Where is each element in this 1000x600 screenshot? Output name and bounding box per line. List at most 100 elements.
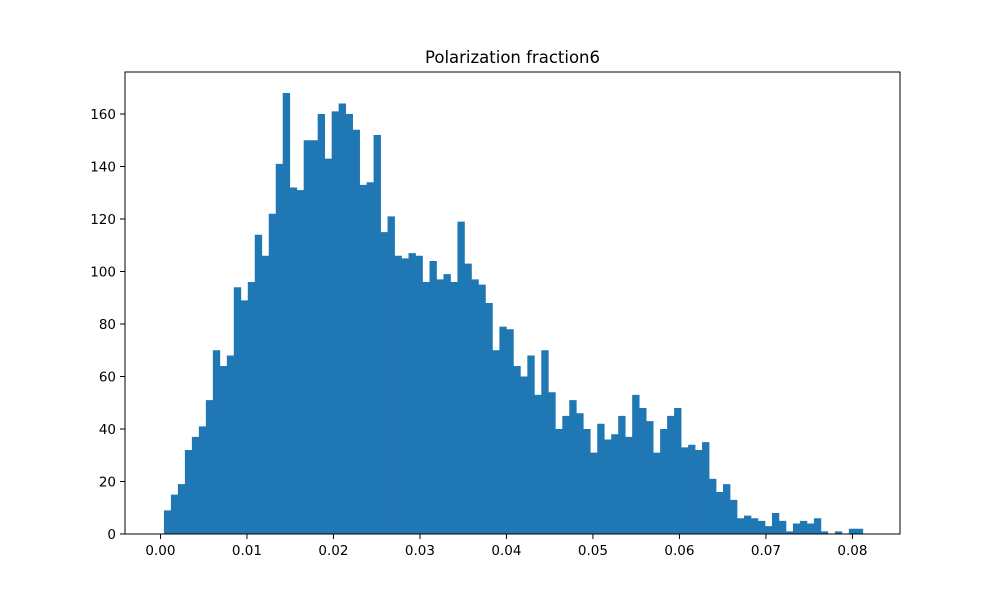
histogram-bar xyxy=(590,452,598,534)
y-tick-label: 100 xyxy=(90,265,116,281)
histogram-bar xyxy=(457,221,465,534)
histogram-bar xyxy=(737,518,745,534)
histogram-bar xyxy=(401,258,409,534)
histogram-bar xyxy=(492,350,500,534)
histogram-bar xyxy=(184,450,193,534)
histogram-bar xyxy=(471,279,479,534)
histogram-bar xyxy=(611,434,619,534)
histogram-bar xyxy=(660,429,668,534)
y-tick-label: 160 xyxy=(90,107,116,123)
histogram-bar xyxy=(485,303,493,534)
histogram-bar xyxy=(450,282,458,534)
histogram-bar xyxy=(646,421,654,534)
histogram-bar xyxy=(464,263,472,534)
histogram-bar xyxy=(247,282,256,534)
histogram-bar xyxy=(422,282,430,534)
histogram-bar xyxy=(191,436,200,534)
x-tick-label: 0.00 xyxy=(145,543,175,559)
y-axis: 0 20 40 60 80 100 120 140 160 xyxy=(90,107,125,543)
x-axis: 0.00 0.01 0.02 0.03 0.04 0.05 0.06 0.07 0.08 xyxy=(145,534,867,559)
histogram-bar xyxy=(709,478,717,534)
histogram-bar xyxy=(750,518,759,534)
histogram-bar xyxy=(198,426,207,534)
y-tick-label: 40 xyxy=(99,422,116,438)
histogram-bar xyxy=(743,515,752,534)
histogram-bar xyxy=(443,274,451,534)
histogram-bar xyxy=(723,484,731,534)
histogram-bar xyxy=(548,392,556,534)
histogram-bar xyxy=(338,103,346,534)
y-tick-label: 140 xyxy=(90,160,116,176)
histogram-bar xyxy=(163,510,172,534)
histogram-bar xyxy=(834,531,843,534)
histogram-bar xyxy=(534,394,542,534)
histogram-bar xyxy=(785,531,794,534)
histogram-bar xyxy=(296,190,305,534)
histogram-bar xyxy=(429,261,437,534)
histogram-bars xyxy=(163,93,864,534)
histogram-bar xyxy=(604,439,612,534)
histogram-bar xyxy=(730,499,738,534)
histogram-bar xyxy=(799,520,808,534)
x-tick-label: 0.06 xyxy=(664,543,694,559)
histogram-bar xyxy=(415,255,423,534)
histogram-bar xyxy=(667,415,675,534)
histogram-bar xyxy=(499,326,507,534)
histogram-bar xyxy=(303,140,312,534)
histogram-bar xyxy=(653,452,661,534)
histogram-bar xyxy=(352,129,360,534)
histogram-bar xyxy=(331,111,339,534)
histogram-bar xyxy=(373,135,381,534)
histogram-bar xyxy=(618,415,626,534)
histogram-bar xyxy=(555,429,563,534)
histogram-bar xyxy=(513,366,521,534)
histogram-bar xyxy=(562,415,570,534)
x-tick-label: 0.07 xyxy=(751,543,781,559)
histogram-bar xyxy=(233,287,242,534)
histogram-bar xyxy=(254,234,263,534)
histogram-bar xyxy=(764,526,773,534)
histogram-bar xyxy=(205,400,214,534)
x-tick-label: 0.08 xyxy=(837,543,867,559)
histogram-bar xyxy=(212,350,221,534)
histogram-bar xyxy=(778,520,787,534)
histogram-bar xyxy=(569,400,577,534)
histogram-bar xyxy=(681,447,689,534)
histogram-bar xyxy=(387,216,395,534)
histogram-bar xyxy=(436,279,444,534)
histogram-bar xyxy=(324,158,333,534)
histogram-bar xyxy=(583,429,591,534)
y-tick-label: 20 xyxy=(99,475,116,491)
histogram-bar xyxy=(317,114,326,534)
histogram-bar xyxy=(226,355,235,534)
histogram-bar xyxy=(380,232,388,534)
x-tick-label: 0.03 xyxy=(405,543,435,559)
histogram-bar xyxy=(813,518,822,534)
histogram-bar xyxy=(820,531,829,534)
histogram-bar xyxy=(632,394,640,534)
x-tick-label: 0.01 xyxy=(232,543,262,559)
histogram-bar xyxy=(702,442,710,534)
histogram-bar xyxy=(771,513,780,534)
histogram-bar xyxy=(757,520,766,534)
histogram-bar xyxy=(695,450,703,534)
histogram-bar xyxy=(240,300,249,534)
histogram-bar xyxy=(310,140,319,534)
histogram-bar xyxy=(394,255,402,534)
histogram-bar xyxy=(639,408,647,534)
histogram-bar xyxy=(520,376,528,534)
histogram-bar xyxy=(625,436,633,534)
x-tick-label: 0.05 xyxy=(578,543,608,559)
histogram-bar xyxy=(268,213,277,534)
histogram-bar xyxy=(576,413,584,534)
histogram-bar xyxy=(792,523,801,534)
histogram-bar xyxy=(275,163,284,534)
histogram-bar xyxy=(219,366,228,534)
histogram-bar xyxy=(359,184,367,534)
chart-title: Polarization fraction6 xyxy=(425,48,600,67)
histogram-bar xyxy=(170,494,179,534)
x-tick-label: 0.02 xyxy=(318,543,348,559)
histogram-bar xyxy=(855,528,864,534)
histogram-bar xyxy=(289,187,298,534)
